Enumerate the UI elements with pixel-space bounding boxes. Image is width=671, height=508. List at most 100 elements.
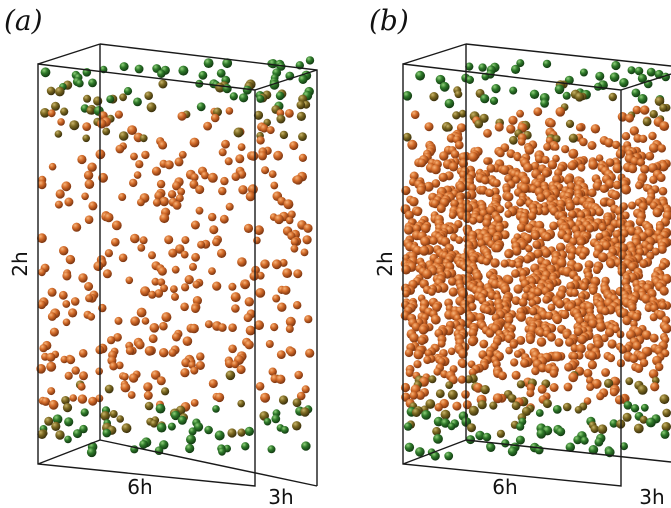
bulk-particle	[612, 325, 620, 334]
bulk-particle	[181, 236, 190, 245]
wall-particle	[480, 94, 490, 104]
bulk-particle	[136, 307, 147, 318]
bulk-particle	[285, 325, 294, 333]
wall-particle	[244, 426, 254, 436]
bulk-particle	[82, 122, 92, 131]
bulk-particle	[458, 158, 469, 169]
bulk-particle	[509, 340, 518, 349]
bulk-particle	[245, 191, 256, 202]
wall-particle	[170, 410, 181, 421]
bulk-particle	[77, 154, 87, 165]
wall-particle	[430, 451, 440, 461]
wall-particle	[229, 92, 238, 101]
bulk-particle	[104, 212, 114, 223]
simulation-box-a	[37, 43, 318, 487]
bulk-particle	[658, 161, 669, 172]
bulk-particle	[260, 124, 269, 133]
bulk-particle	[600, 198, 608, 207]
bulk-particle	[568, 372, 579, 383]
bulk-particle	[212, 281, 222, 291]
wall-particle	[64, 417, 74, 427]
wall-particle	[188, 427, 197, 436]
wall-particle	[619, 78, 629, 88]
bulk-particle	[255, 382, 265, 391]
bulk-particle	[593, 340, 603, 349]
bulk-particle	[225, 202, 234, 211]
bulk-particle	[274, 214, 284, 225]
bulk-particle	[565, 337, 574, 347]
bulk-particle	[296, 391, 306, 401]
bulk-particle	[409, 391, 418, 400]
bulk-particle	[575, 123, 584, 132]
transition-particle	[296, 111, 306, 121]
bulk-particle	[620, 229, 629, 238]
transition-particle	[474, 119, 484, 129]
bulk-particle	[203, 121, 213, 131]
bulk-particle	[84, 179, 95, 189]
bulk-particle	[159, 196, 169, 207]
bulk-particle	[180, 302, 189, 312]
transition-particle	[440, 409, 451, 420]
transition-particle	[118, 131, 129, 141]
bulk-particle	[598, 252, 608, 263]
bulk-particle	[485, 329, 495, 338]
bulk-particle	[152, 198, 162, 207]
bulk-particle	[38, 268, 46, 277]
bulk-particle	[128, 373, 139, 383]
wall-particle	[305, 56, 315, 65]
bulk-particle	[164, 160, 174, 170]
bulk-particle	[547, 119, 556, 128]
transition-particle	[276, 114, 286, 124]
wall-particle	[634, 66, 644, 76]
bulk-particle	[161, 312, 172, 323]
bulk-particle	[536, 337, 547, 347]
bulk-particle	[62, 318, 71, 327]
bulk-particle	[61, 181, 72, 192]
bulk-particle	[272, 294, 281, 303]
bulk-particle	[88, 201, 98, 211]
wall-particle	[212, 405, 220, 413]
bulk-particle	[511, 269, 520, 278]
bulk-particle	[523, 286, 531, 294]
bulk-particle	[458, 359, 468, 369]
bulk-particle	[192, 280, 201, 289]
transition-particle	[562, 402, 572, 412]
bulk-particle	[628, 201, 636, 210]
bulk-particle	[66, 355, 76, 365]
bulk-particle	[111, 220, 122, 231]
transition-particle	[233, 127, 244, 138]
bulk-particle	[572, 196, 582, 206]
bulk-particle	[411, 322, 421, 332]
bulk-particle	[77, 394, 88, 404]
bulk-particle	[39, 344, 48, 353]
particles-b	[400, 59, 671, 461]
box-top-right-a	[254, 69, 318, 91]
bulk-particle	[68, 308, 78, 318]
bulk-particle	[201, 171, 209, 180]
transition-particle	[119, 93, 127, 102]
wall-particle	[267, 445, 276, 454]
bulk-particle	[141, 150, 150, 160]
bulk-particle	[189, 323, 199, 334]
wall-particle	[241, 442, 250, 451]
bulk-particle	[271, 259, 282, 270]
transition-particle	[654, 96, 665, 106]
bulk-particle	[78, 273, 88, 283]
transition-particle	[432, 426, 441, 436]
bulk-particle	[607, 339, 617, 349]
bulk-particle	[583, 368, 593, 378]
bulk-particle	[640, 164, 650, 174]
bulk-particle	[490, 258, 500, 268]
bulk-particle	[47, 287, 57, 297]
bulk-particle	[588, 160, 599, 170]
wall-particle	[242, 85, 252, 95]
bulk-particle	[424, 122, 434, 132]
box-bottom-left-a	[37, 439, 101, 465]
bulk-particle	[158, 141, 168, 150]
bulk-particle	[175, 244, 185, 254]
bulk-particle	[518, 269, 528, 278]
wall-particle	[301, 441, 311, 451]
bulk-particle	[248, 151, 259, 161]
bulk-particle	[537, 384, 547, 394]
transition-particle	[402, 132, 412, 142]
